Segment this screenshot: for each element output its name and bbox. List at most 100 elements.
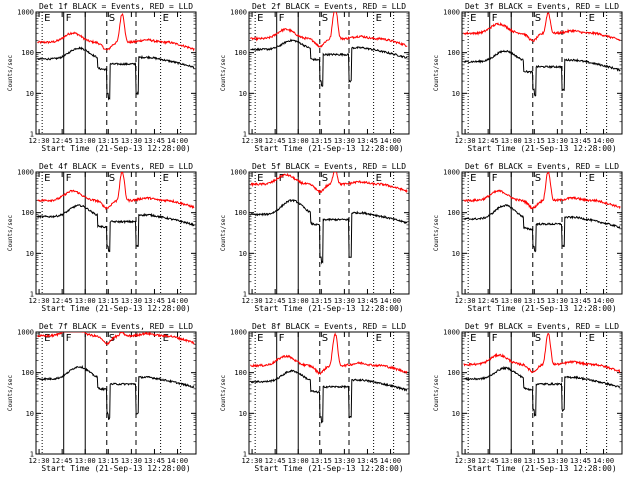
y-tick-label: 1 bbox=[30, 451, 34, 459]
y-tick-label: 10 bbox=[26, 90, 34, 98]
time-marker-label: F bbox=[279, 173, 285, 184]
x-tick-label: 12:45 bbox=[478, 137, 499, 145]
time-marker-label: F bbox=[66, 13, 72, 24]
time-marker-label: E bbox=[257, 173, 263, 184]
y-tick-label: 10 bbox=[239, 250, 247, 258]
time-marker-label: S bbox=[535, 173, 541, 184]
plot-frame bbox=[248, 331, 410, 455]
time-marker-label: E bbox=[470, 13, 476, 24]
x-tick-label: 13:30 bbox=[334, 137, 355, 145]
x-tick-label: 13:15 bbox=[311, 297, 332, 305]
y-tick-label: 1 bbox=[243, 131, 247, 139]
x-tick-label: 12:30 bbox=[29, 297, 50, 305]
y-tick-label: 1 bbox=[243, 451, 247, 459]
time-marker-label: E bbox=[589, 173, 595, 184]
y-tick-label: 1000 bbox=[443, 329, 460, 337]
lld-series-line bbox=[463, 332, 621, 374]
x-tick-label: 12:45 bbox=[52, 137, 73, 145]
panel-title: Det 8f BLACK = Events, RED = LLD bbox=[252, 322, 406, 331]
y-tick-label: 100 bbox=[21, 209, 34, 217]
x-tick-label: 13:00 bbox=[75, 457, 96, 465]
time-marker-label: E bbox=[376, 333, 382, 344]
events-series-line bbox=[463, 204, 621, 253]
y-tick-label: 1000 bbox=[17, 9, 34, 17]
time-marker-label: S bbox=[535, 13, 541, 24]
y-tick-label: 1 bbox=[243, 291, 247, 299]
x-tick-label: 12:30 bbox=[455, 457, 476, 465]
plot-frame bbox=[35, 11, 197, 135]
plot-frame bbox=[35, 171, 197, 295]
x-tick-label: 12:30 bbox=[242, 457, 263, 465]
y-tick-label: 100 bbox=[447, 49, 460, 57]
events-series-line bbox=[250, 369, 408, 424]
y-tick-label: 10 bbox=[452, 410, 460, 418]
events-series-line bbox=[37, 365, 195, 421]
time-marker-label: E bbox=[163, 333, 169, 344]
time-marker-label: S bbox=[322, 333, 328, 344]
y-tick-label: 1000 bbox=[17, 169, 34, 177]
lld-series-line bbox=[250, 12, 408, 48]
y-axis-label: Counts/sec bbox=[7, 375, 14, 412]
x-axis-label: Start Time (21-Sep-13 12:28:00) bbox=[41, 304, 190, 313]
x-tick-label: 13:45 bbox=[570, 137, 591, 145]
x-tick-label: 12:30 bbox=[242, 297, 263, 305]
events-series-line bbox=[463, 365, 621, 417]
x-tick-label: 13:00 bbox=[501, 137, 522, 145]
x-tick-label: 13:00 bbox=[75, 297, 96, 305]
time-marker-label: E bbox=[163, 13, 169, 24]
x-tick-label: 12:30 bbox=[242, 137, 263, 145]
x-axis-label: Start Time (21-Sep-13 12:28:00) bbox=[254, 144, 403, 153]
x-tick-label: 14:00 bbox=[593, 297, 614, 305]
y-tick-label: 1000 bbox=[230, 9, 247, 17]
x-tick-label: 14:00 bbox=[167, 297, 188, 305]
x-tick-label: 14:00 bbox=[593, 457, 614, 465]
panel-title: Det 1f BLACK = Events, RED = LLD bbox=[39, 2, 193, 11]
x-axis-label: Start Time (21-Sep-13 12:28:00) bbox=[41, 464, 190, 473]
time-marker-label: F bbox=[279, 13, 285, 24]
time-marker-label: F bbox=[492, 13, 498, 24]
time-marker-label: F bbox=[66, 333, 72, 344]
panel-title: Det 9f BLACK = Events, RED = LLD bbox=[465, 322, 619, 331]
plot-frame bbox=[461, 11, 623, 135]
panel-title: Det 5f BLACK = Events, RED = LLD bbox=[252, 162, 406, 171]
x-tick-label: 13:45 bbox=[144, 137, 165, 145]
x-axis-label: Start Time (21-Sep-13 12:28:00) bbox=[467, 464, 616, 473]
x-tick-label: 12:45 bbox=[52, 457, 73, 465]
y-tick-label: 1000 bbox=[443, 169, 460, 177]
events-series-line bbox=[37, 204, 195, 253]
x-tick-label: 13:00 bbox=[75, 137, 96, 145]
time-marker-label: S bbox=[535, 333, 541, 344]
x-axis-label: Start Time (21-Sep-13 12:28:00) bbox=[467, 304, 616, 313]
y-tick-label: 1000 bbox=[443, 9, 460, 17]
time-marker-label: F bbox=[492, 173, 498, 184]
y-axis-label: Counts/sec bbox=[220, 55, 227, 92]
x-tick-label: 13:00 bbox=[288, 137, 309, 145]
lld-series-line bbox=[37, 332, 195, 345]
y-tick-label: 1000 bbox=[230, 329, 247, 337]
y-tick-label: 1000 bbox=[17, 329, 34, 337]
lld-series-line bbox=[463, 12, 621, 42]
lld-series-line bbox=[463, 172, 621, 210]
x-tick-label: 13:30 bbox=[547, 297, 568, 305]
y-tick-label: 100 bbox=[234, 49, 247, 57]
y-tick-label: 1 bbox=[30, 291, 34, 299]
lld-series-line bbox=[250, 172, 408, 194]
x-tick-label: 12:30 bbox=[455, 297, 476, 305]
y-axis-label: Counts/sec bbox=[433, 55, 440, 92]
y-tick-label: 10 bbox=[26, 410, 34, 418]
x-tick-label: 12:45 bbox=[265, 137, 286, 145]
y-tick-label: 10 bbox=[239, 90, 247, 98]
y-tick-label: 100 bbox=[447, 369, 460, 377]
x-tick-label: 13:30 bbox=[121, 137, 142, 145]
y-tick-label: 10 bbox=[452, 250, 460, 258]
y-axis-label: Counts/sec bbox=[433, 215, 440, 252]
x-tick-label: 14:00 bbox=[380, 137, 401, 145]
x-tick-label: 13:15 bbox=[311, 457, 332, 465]
time-marker-label: S bbox=[109, 173, 115, 184]
time-marker-label: E bbox=[257, 13, 263, 24]
y-tick-label: 100 bbox=[447, 209, 460, 217]
x-tick-label: 12:45 bbox=[265, 297, 286, 305]
detector-panel: Det 8f BLACK = Events, RED = LLD 1 10 100 10… bbox=[220, 322, 410, 473]
time-marker-label: F bbox=[66, 173, 72, 184]
